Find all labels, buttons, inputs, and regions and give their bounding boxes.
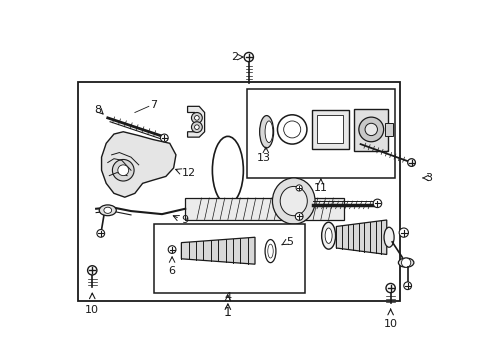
Text: 7: 7 — [150, 100, 157, 110]
Text: 11: 11 — [314, 183, 328, 193]
Circle shape — [118, 165, 129, 176]
Text: 13: 13 — [257, 153, 271, 163]
Ellipse shape — [280, 186, 307, 216]
Circle shape — [244, 53, 253, 62]
Text: 6: 6 — [169, 266, 175, 276]
Circle shape — [97, 230, 105, 237]
Text: 12: 12 — [181, 167, 196, 177]
Text: 9: 9 — [181, 215, 189, 225]
Ellipse shape — [265, 239, 276, 263]
Bar — [247, 89, 394, 178]
Bar — [354, 109, 388, 151]
Bar — [185, 198, 344, 220]
Circle shape — [401, 258, 411, 267]
Circle shape — [399, 228, 409, 237]
Text: 1: 1 — [224, 306, 232, 319]
Circle shape — [195, 125, 199, 130]
Bar — [78, 82, 400, 301]
Text: 8: 8 — [94, 105, 101, 115]
Circle shape — [168, 246, 176, 253]
Bar — [154, 224, 305, 293]
Text: 3: 3 — [425, 173, 433, 183]
Text: 10: 10 — [85, 305, 99, 315]
Text: 10: 10 — [384, 319, 397, 329]
Ellipse shape — [272, 178, 315, 224]
Circle shape — [112, 159, 134, 181]
Ellipse shape — [384, 227, 394, 247]
Ellipse shape — [260, 116, 273, 148]
Circle shape — [296, 185, 302, 191]
Circle shape — [404, 282, 412, 289]
Circle shape — [408, 159, 416, 166]
Circle shape — [88, 266, 97, 275]
Circle shape — [365, 123, 377, 136]
Text: 2: 2 — [231, 52, 238, 62]
Circle shape — [359, 117, 384, 142]
Circle shape — [160, 134, 168, 142]
Ellipse shape — [104, 207, 112, 213]
Ellipse shape — [265, 121, 273, 143]
Circle shape — [195, 116, 199, 120]
Ellipse shape — [321, 222, 336, 249]
Circle shape — [192, 112, 202, 123]
Ellipse shape — [268, 244, 273, 258]
Ellipse shape — [325, 228, 332, 243]
Polygon shape — [188, 106, 205, 137]
Bar — [317, 115, 343, 143]
Polygon shape — [336, 220, 387, 255]
Circle shape — [373, 199, 382, 208]
Text: 5: 5 — [286, 237, 293, 247]
Polygon shape — [101, 132, 176, 197]
Polygon shape — [181, 237, 255, 264]
Circle shape — [386, 283, 395, 293]
Circle shape — [295, 213, 303, 220]
Text: 4: 4 — [224, 292, 231, 302]
Bar — [385, 123, 393, 136]
Bar — [312, 110, 349, 149]
Ellipse shape — [99, 205, 116, 216]
Ellipse shape — [398, 258, 414, 267]
Circle shape — [192, 122, 202, 132]
